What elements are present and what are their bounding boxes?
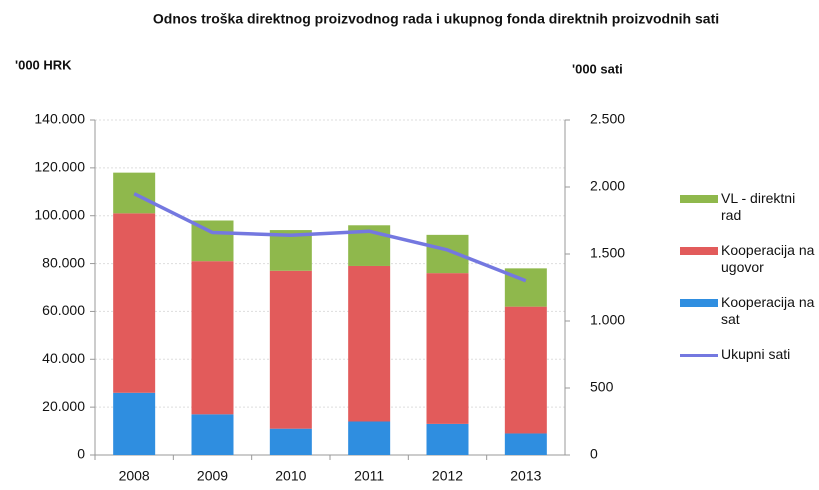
y-axis-label: '000 HRK [15, 57, 72, 72]
y-tick-label: 40.000 [42, 350, 85, 366]
bar-segment [191, 261, 234, 415]
x-tick-label: 2011 [354, 468, 384, 484]
y-tick-label: 80.000 [42, 254, 85, 270]
legend-swatch [680, 195, 718, 203]
x-tick-label: 2010 [275, 468, 306, 484]
x-tick-label: 2013 [510, 468, 541, 484]
legend-label: Ukupni sati [721, 346, 791, 362]
bar-segment [269, 270, 312, 429]
y-tick-label: 140.000 [34, 111, 85, 127]
bar-segment [191, 414, 234, 455]
y2-tick-label: 2.000 [590, 178, 625, 194]
bar-segment [426, 423, 469, 455]
y2-tick-label: 1.000 [590, 312, 625, 328]
y2-tick-label: 0 [590, 446, 598, 462]
x-tick-label: 2008 [119, 468, 150, 484]
bar-segment [269, 428, 312, 455]
y-tick-label: 100.000 [34, 206, 85, 222]
bar-segment [113, 213, 156, 393]
y2-tick-label: 1.500 [590, 245, 625, 261]
x-tick-label: 2009 [197, 468, 228, 484]
y2-tick-label: 500 [590, 379, 614, 395]
bar-segment [426, 273, 469, 424]
y-tick-label: 120.000 [34, 159, 85, 175]
bar-segment [113, 172, 156, 214]
legend-item: Ukupni sati [680, 346, 815, 363]
bar-segment [348, 265, 391, 422]
legend-swatch [680, 299, 718, 307]
legend-item: Kooperacija na ugovor [680, 242, 815, 276]
y-tick-label: 60.000 [42, 302, 85, 318]
y2-tick-label: 2.500 [590, 111, 625, 127]
y-tick-label: 20.000 [42, 398, 85, 414]
legend-label: VL - direktni rad [721, 190, 796, 223]
legend: VL - direktni rad Kooperacija na ugovor Ko… [680, 190, 815, 381]
legend-label: Kooperacija na ugovor [721, 242, 815, 275]
bar-segment [113, 392, 156, 455]
bar-segment [504, 433, 547, 455]
line-series [133, 192, 527, 283]
legend-item: VL - direktni rad [680, 190, 815, 224]
bar-segment [504, 306, 547, 434]
y-tick-label: 0 [77, 446, 85, 462]
x-tick-label: 2012 [432, 468, 463, 484]
chart-title: Odnos troška direktnog proizvodnog rada … [153, 11, 719, 27]
legend-swatch [680, 354, 718, 357]
bar-segment [348, 421, 391, 455]
legend-swatch [680, 247, 718, 255]
legend-label: Kooperacija na sat [721, 294, 815, 327]
y2-axis-label: '000 sati [572, 61, 623, 76]
legend-item: Kooperacija na sat [680, 294, 815, 328]
